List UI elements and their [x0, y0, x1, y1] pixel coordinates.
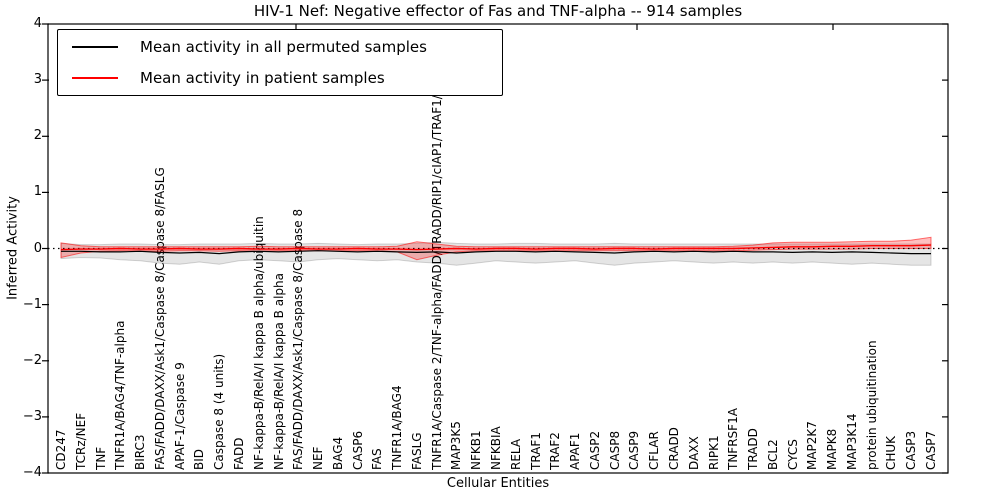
- y-tick-label: 2: [33, 128, 42, 144]
- legend-entry-permuted: Mean activity in all permuted samples: [58, 33, 502, 61]
- legend-label: Mean activity in patient samples: [140, 68, 385, 87]
- y-tick-label: 1: [33, 184, 42, 200]
- legend-line-sample-red: [72, 76, 118, 79]
- y-tick-label: 0: [33, 240, 42, 256]
- legend-entry-patient: Mean activity in patient samples: [58, 64, 502, 92]
- legend: Mean activity in all permuted samples Me…: [57, 29, 503, 96]
- permuted-mean-line: [61, 250, 931, 255]
- x-axis-title: Cellular Entities: [446, 476, 550, 491]
- chart-title: HIV-1 Nef: Negative effector of Fas and …: [253, 2, 743, 20]
- patient-mean-line: [60, 244, 932, 251]
- y-tick-label: 3: [33, 72, 42, 88]
- y-tick-label: −4: [22, 465, 42, 480]
- y-tick-label: −1: [22, 296, 42, 312]
- legend-label: Mean activity in all permuted samples: [140, 38, 427, 57]
- y-tick-label: −3: [22, 408, 42, 424]
- y-tick-label: −2: [22, 352, 42, 368]
- y-tick-label: 4: [33, 16, 42, 31]
- legend-line-sample-black: [72, 46, 118, 49]
